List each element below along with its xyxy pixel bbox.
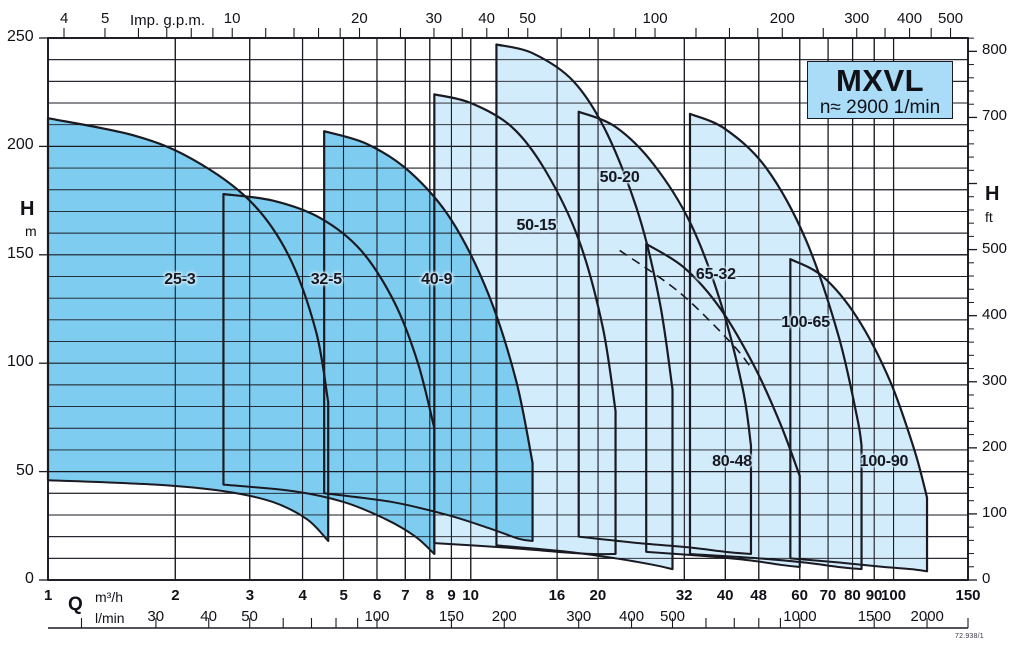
- bottom-axis-tick-m3h: 4: [298, 587, 307, 604]
- pump-model-label: 80-48: [712, 452, 752, 470]
- top-axis-tick-label: 300: [844, 10, 870, 27]
- bottom-axis-tick-m3h: 48: [750, 587, 767, 604]
- right-axis-tick-label: 800: [982, 41, 1008, 59]
- pump-curve-max: [688, 112, 863, 447]
- pump-model-label: 50-20: [599, 168, 640, 186]
- bottom-axis-tick-m3h: 3: [245, 587, 255, 604]
- left-axis-tick-label: 100: [7, 353, 34, 371]
- bottom-axis-tick-m3h: 7: [401, 587, 410, 604]
- bottom-axis-tick-lmin: 50: [241, 608, 258, 625]
- top-axis-tick-label: 400: [897, 10, 923, 27]
- bottom-axis-tick-lmin: 1500: [857, 608, 892, 625]
- right-axis-tick-label: 400: [982, 305, 1008, 323]
- top-axis-unit-label: Imp. g.p.m.: [130, 12, 206, 29]
- band-group-dark: [48, 118, 533, 554]
- pump-curve-max: [645, 242, 801, 478]
- left-axis-tick-label: 0: [25, 570, 34, 587]
- right-axis-tick-label: 700: [982, 107, 1008, 125]
- bottom-axis-tick-m3h: 6: [372, 587, 382, 604]
- bottom-axis-tick-m3h: 32: [675, 587, 693, 604]
- pump-model-label: 50-15: [516, 216, 557, 234]
- grid-overlay: [47, 37, 969, 581]
- pump-curve-min: [688, 552, 863, 571]
- pump-model-label: 40-9: [421, 270, 453, 288]
- bottom-axis-tick-m3h: 2: [171, 587, 180, 604]
- left-axis-title: H: [20, 198, 35, 220]
- bottom-axis-unit-m3h: m³/h: [95, 589, 123, 605]
- right-axis-tick-label: 0: [982, 570, 991, 587]
- left-axis-tick-label: 250: [7, 28, 34, 45]
- pump-band-fill: [48, 118, 329, 541]
- pump-model-label: 25-3: [164, 270, 196, 288]
- bottom-axis-tick-m3h: 70: [819, 587, 837, 604]
- bottom-axis-tick-lmin: 500: [659, 608, 686, 625]
- bottom-axis-tick-m3h: 20: [589, 587, 607, 604]
- right-axis-tick-label: 100: [982, 503, 1008, 521]
- pump-model-label: 100-65: [781, 314, 830, 332]
- bottom-axis-tick-lmin: 1000: [783, 608, 817, 625]
- bottom-axis-tick-m3h: 16: [548, 587, 566, 604]
- bottom-axis-tick-m3h: 90: [865, 587, 883, 604]
- right-axis-title: H: [985, 183, 1000, 205]
- right-axis-tick-label: 200: [982, 437, 1008, 455]
- pump-curve-max: [789, 258, 929, 499]
- bottom-axis-tick-lmin: 30: [147, 608, 165, 625]
- bottom-axis-tick-m3h: 100: [881, 587, 907, 604]
- left-axis-unit: m: [25, 223, 37, 239]
- bottom-axis-tick-m3h: 10: [462, 587, 479, 604]
- bottom-axis-tick-lmin: 40: [200, 608, 217, 625]
- bottom-axis-tick-m3h: 8: [425, 587, 435, 604]
- left-axis-tick-label: 200: [7, 136, 34, 154]
- pump-curve-min: [323, 492, 534, 542]
- pump-curve-min: [789, 557, 929, 573]
- dashed-guide-line: [619, 249, 752, 369]
- top-axis-tick-label: 500: [938, 10, 964, 27]
- legend-subtitle: n≈ 2900 1/min: [819, 97, 941, 118]
- legend-title: MXVL: [835, 63, 925, 98]
- left-axis-tick-label: 150: [7, 244, 34, 262]
- right-axis-tick-label: 500: [982, 239, 1008, 257]
- top-axis-tick-label: 40: [478, 10, 495, 27]
- pump-curve-min: [222, 483, 436, 555]
- top-axis-tick-label: 200: [769, 10, 795, 27]
- pump-model-label: 32-5: [310, 270, 342, 288]
- right-axis-tick-label: 300: [982, 371, 1008, 389]
- left-axis-tick-label: 50: [16, 461, 34, 479]
- reference-code: 72.938/1: [955, 633, 984, 640]
- top-axis-tick-label: 30: [425, 10, 443, 27]
- top-axis-tick-label: 20: [351, 10, 368, 27]
- pump-curve-max: [577, 110, 753, 447]
- bottom-axis-tick-m3h: 40: [716, 587, 734, 604]
- top-axis-tick-label: 5: [100, 10, 110, 27]
- bottom-axis-unit-lmin: l/min: [95, 610, 125, 626]
- pump-model-label: 100-90: [859, 452, 909, 470]
- bottom-axis-tick-m3h: 60: [791, 587, 808, 604]
- bottom-axis-tick-lmin: 200: [491, 608, 517, 625]
- bottom-axis-tick-lmin: 2000: [910, 608, 944, 625]
- bottom-axis-tick-lmin: 300: [566, 608, 592, 625]
- bottom-axis-tick-m3h: 9: [447, 587, 456, 604]
- top-axis-tick-label: 10: [223, 10, 241, 27]
- plot-frame: [47, 37, 969, 581]
- pump-curve-min: [645, 550, 801, 568]
- right-axis-unit: ft: [985, 209, 993, 225]
- bottom-axis-symbol: Q: [68, 594, 83, 615]
- bottom-axis-tick-lmin: 100: [364, 608, 390, 625]
- legend-box: MXVL n≈ 2900 1/min: [807, 61, 953, 119]
- bottom-axis-tick-m3h: 150: [955, 587, 981, 604]
- pump-model-label: 65-32: [695, 266, 736, 284]
- bottom-axis-tick-m3h: 1: [44, 587, 53, 604]
- pump-curve-max: [495, 43, 674, 391]
- bottom-axis-tick-m3h: 5: [339, 587, 348, 604]
- top-axis-tick-label: 100: [642, 10, 668, 27]
- top-axis-tick-label: 4: [60, 10, 69, 27]
- bottom-axis-tick-lmin: 150: [438, 608, 464, 625]
- bottom-axis-tick-m3h: 80: [844, 587, 861, 604]
- top-axis-tick-label: 50: [519, 10, 536, 27]
- bottom-axis-tick-lmin: 400: [619, 608, 645, 625]
